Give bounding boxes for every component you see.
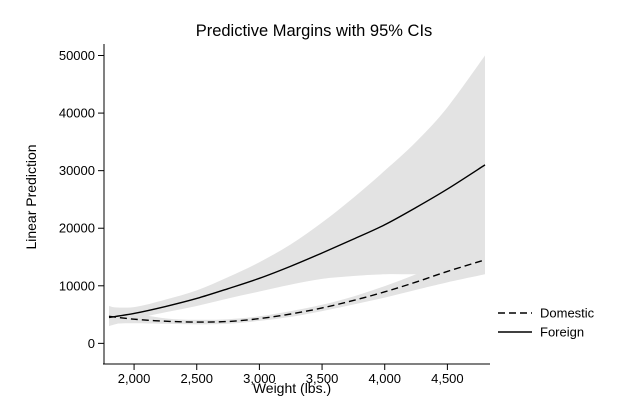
x-tick-label: 4,000 — [368, 371, 401, 386]
plot-area — [108, 55, 486, 327]
legend-label-domestic: Domestic — [540, 306, 595, 321]
line-foreign — [108, 164, 486, 319]
y-tick-label: 40000 — [59, 106, 95, 121]
x-tick-label: 2,500 — [180, 371, 213, 386]
confidence-bands — [109, 55, 485, 327]
ci-band-domestic — [109, 245, 485, 325]
x-tick-label: 4,500 — [431, 371, 464, 386]
y-axis-label: Linear Prediction — [23, 144, 39, 249]
x-tick-label: 3,500 — [306, 371, 339, 386]
line-domestic — [108, 259, 486, 323]
y-tick-label: 10000 — [59, 278, 95, 293]
chart-title: Predictive Margins with 95% CIs — [196, 22, 433, 40]
ci-band-foreign — [109, 55, 485, 327]
y-tick-label: 50000 — [59, 48, 95, 63]
x-tick-label: 3,000 — [243, 371, 276, 386]
axes: 0 10000 20000 30000 40000 50000 2,000 2,500 3,00… — [59, 44, 490, 386]
y-tick-label: 0 — [88, 336, 95, 351]
y-tick-label: 20000 — [59, 221, 95, 236]
prediction-lines — [108, 164, 486, 323]
x-tick-label: 2,000 — [118, 371, 151, 386]
y-tick-label: 30000 — [59, 163, 95, 178]
x-axis-label: Weight (lbs.) — [253, 380, 331, 396]
legend: Domestic Foreign — [498, 306, 595, 340]
legend-label-foreign: Foreign — [540, 325, 584, 340]
